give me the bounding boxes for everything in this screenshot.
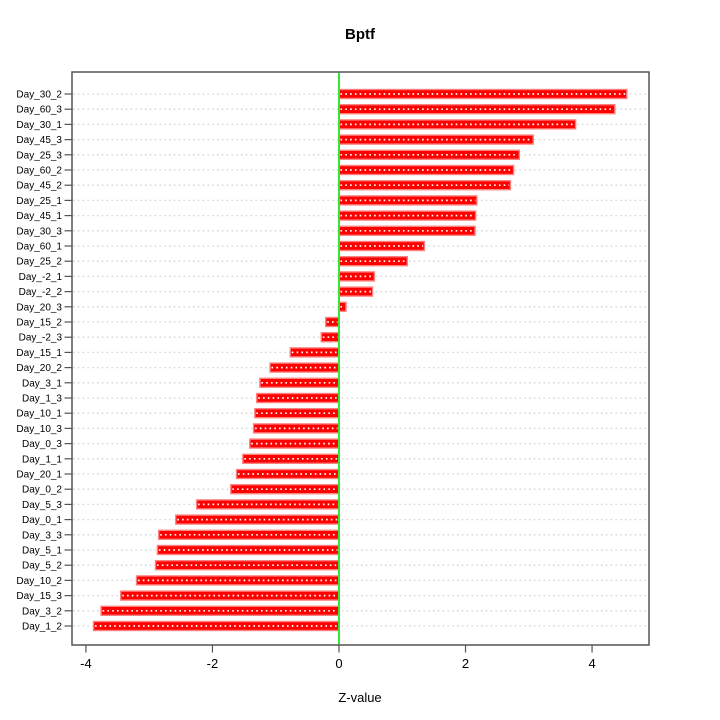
y-tick-label: Day_30_1 <box>16 120 62 131</box>
bar-Day_5_1 <box>156 544 340 556</box>
y-tick-label: Day_-2_1 <box>19 272 63 283</box>
y-tick-label: Day_1_1 <box>22 454 62 465</box>
y-tick-label: Day_-2_2 <box>19 287 63 298</box>
bar-Day_10_3 <box>252 423 340 434</box>
y-tick-label: Day_1_2 <box>22 622 62 633</box>
y-tick-label: Day_45_2 <box>16 181 62 192</box>
bar-Day_20_3 <box>338 301 347 312</box>
y-tick-label: Day_3_2 <box>22 606 62 617</box>
y-tick-label: Day_30_2 <box>16 90 62 101</box>
bar-Day_60_1 <box>338 240 426 252</box>
y-tick-label: Day_60_3 <box>16 105 62 116</box>
plot-frame <box>71 71 650 646</box>
y-tick-label: Day_3_1 <box>22 378 62 389</box>
bar-Day_30_3 <box>338 225 476 237</box>
y-tick-label: Day_10_1 <box>16 409 62 420</box>
x-axis-title: Z-value <box>338 690 382 705</box>
y-tick-label: Day_25_3 <box>16 150 62 161</box>
y-tick-label: Day_0_3 <box>22 439 62 450</box>
x-tick-label: 2 <box>462 656 469 671</box>
y-tick-label: Day_15_1 <box>16 348 62 359</box>
y-tick-label: Day_5_3 <box>22 500 62 511</box>
y-tick-label: Day_45_3 <box>16 135 62 146</box>
y-tick-label: Day_0_2 <box>22 485 62 496</box>
bar-Day_-2_1 <box>338 271 376 282</box>
y-tick-label: Day_10_2 <box>16 576 62 587</box>
x-tick-label: -4 <box>80 656 92 671</box>
y-tick-label: Day_10_3 <box>16 424 62 435</box>
y-tick-label: Day_15_2 <box>16 318 62 329</box>
chart-title: Bptf <box>345 26 375 43</box>
y-tick-label: Day_15_3 <box>16 591 62 602</box>
y-tick-label: Day_0_1 <box>22 515 62 526</box>
x-tick-label: 4 <box>588 656 595 671</box>
bar-Day_15_3 <box>120 590 340 601</box>
y-tick-label: Day_3_3 <box>22 530 62 541</box>
bar-Day_25_2 <box>338 256 409 267</box>
y-tick-label: Day_-2_3 <box>19 333 63 344</box>
y-tick-label: Day_60_2 <box>16 166 62 177</box>
y-tick-label: Day_5_1 <box>22 546 62 557</box>
y-tick-label: Day_25_1 <box>16 196 62 207</box>
bar-Day_1_1 <box>242 453 340 464</box>
y-tick-label: Day_20_2 <box>16 363 62 374</box>
x-tick-label: -2 <box>207 656 219 671</box>
y-tick-label: Day_20_3 <box>16 302 62 313</box>
bar-Day_20_1 <box>235 468 340 480</box>
bar-Day_30_2 <box>338 88 628 100</box>
y-tick-label: Day_30_3 <box>16 226 62 237</box>
y-tick-label: Day_20_1 <box>16 470 62 481</box>
y-tick-label: Day_60_1 <box>16 242 62 253</box>
y-tick-label: Day_5_2 <box>22 561 62 572</box>
bar-Day_45_1 <box>338 210 477 221</box>
bar-Day_0_3 <box>249 438 340 449</box>
y-tick-label: Day_1_3 <box>22 394 62 405</box>
bar-Day_20_2 <box>269 362 340 373</box>
bar-Day_0_1 <box>175 514 340 525</box>
y-tick-label: Day_25_2 <box>16 257 62 268</box>
x-tick-label: 0 <box>335 656 342 671</box>
y-tick-label: Day_45_1 <box>16 211 62 222</box>
